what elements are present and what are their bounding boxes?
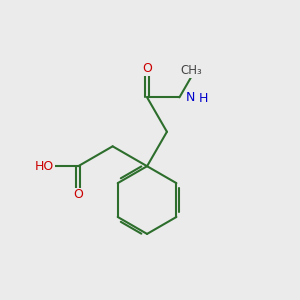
Text: CH₃: CH₃: [180, 64, 202, 77]
Text: O: O: [142, 62, 152, 75]
Text: O: O: [73, 188, 83, 201]
Text: N: N: [186, 91, 195, 104]
Text: H: H: [199, 92, 208, 105]
Text: HO: HO: [35, 160, 54, 173]
